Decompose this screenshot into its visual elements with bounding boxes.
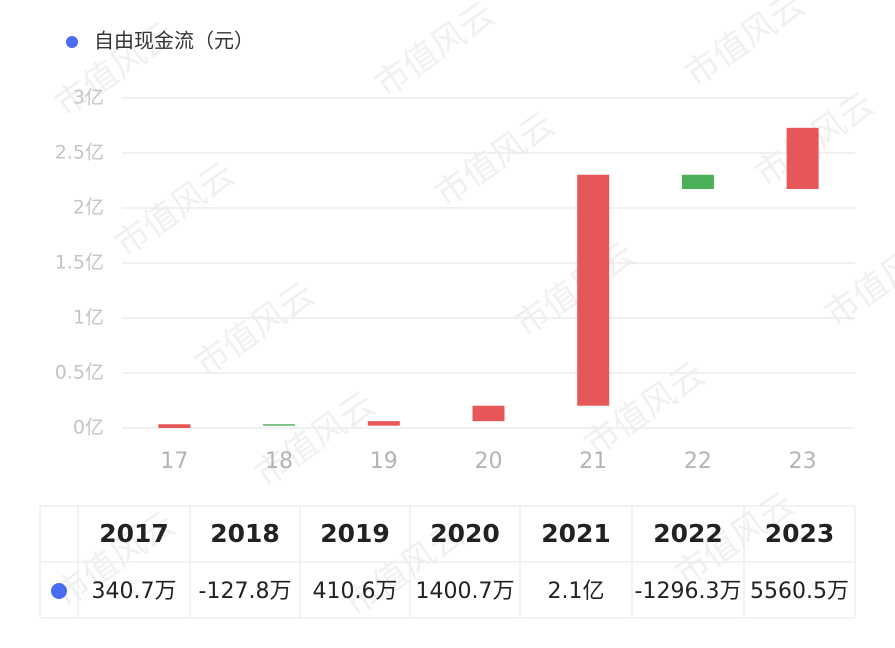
bar — [158, 424, 191, 428]
table-legend-marker — [51, 583, 67, 599]
table-cell: 1400.7万 — [416, 579, 515, 604]
x-tick-label: 17 — [160, 449, 188, 474]
table-cell: 5560.5万 — [750, 579, 849, 604]
table-cell: -127.8万 — [199, 579, 292, 604]
watermark: 市值风云 — [188, 274, 322, 385]
legend-marker — [66, 36, 78, 48]
y-tick-label: 1亿 — [73, 307, 104, 329]
table-header: 2019 — [320, 519, 390, 548]
table-header: 2020 — [430, 519, 500, 548]
watermark: 市值风云 — [508, 234, 642, 345]
bar — [577, 174, 610, 406]
bar — [786, 127, 819, 189]
y-tick-label: 0.5亿 — [55, 362, 104, 384]
table-header: 2017 — [99, 519, 169, 548]
table-cell: -1296.3万 — [635, 579, 742, 604]
watermark: 市值风云 — [248, 384, 382, 495]
bar — [472, 405, 505, 422]
table-header: 2022 — [653, 519, 723, 548]
y-tick-label: 2.5亿 — [55, 142, 104, 164]
watermark: 市值风云 — [678, 0, 812, 95]
x-tick-label: 19 — [370, 449, 398, 474]
x-tick-label: 22 — [684, 449, 712, 474]
y-tick-label: 0亿 — [73, 417, 104, 439]
bar — [263, 424, 296, 426]
y-tick-label: 2亿 — [73, 197, 104, 219]
table-cell: 2.1亿 — [548, 579, 605, 604]
x-tick-label: 18 — [265, 449, 293, 474]
table-header: 2018 — [210, 519, 280, 548]
x-tick-label: 20 — [475, 449, 503, 474]
table-header: 2023 — [765, 519, 835, 548]
legend-label: 自由现金流（元） — [94, 29, 254, 53]
watermark: 市值风云 — [108, 154, 242, 265]
bar — [681, 174, 714, 189]
watermark: 市值风云 — [428, 104, 562, 215]
table-cell: 340.7万 — [92, 579, 177, 604]
y-tick-label: 1.5亿 — [55, 252, 104, 274]
table-cell: 410.6万 — [313, 579, 398, 604]
table-header: 2021 — [541, 519, 611, 548]
bar — [367, 421, 400, 426]
x-tick-label: 23 — [789, 449, 817, 474]
y-tick-label: 3亿 — [73, 87, 104, 109]
watermark: 市值风云 — [368, 0, 502, 105]
x-tick-label: 21 — [579, 449, 607, 474]
